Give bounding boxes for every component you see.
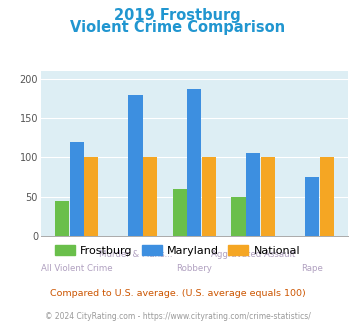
Bar [129,95,143,236]
Text: Violent Crime Comparison: Violent Crime Comparison [70,20,285,35]
Bar [143,157,157,236]
Bar [231,197,246,236]
Text: Murder & Mans...: Murder & Mans... [99,250,172,259]
Text: Robbery: Robbery [176,264,212,273]
Text: All Violent Crime: All Violent Crime [41,264,113,273]
Bar [70,142,84,236]
Bar [261,157,275,236]
Bar [84,157,98,236]
Text: Compared to U.S. average. (U.S. average equals 100): Compared to U.S. average. (U.S. average … [50,289,305,298]
Text: Rape: Rape [301,264,323,273]
Bar [246,153,260,236]
Bar [187,89,201,236]
Text: 2019 Frostburg: 2019 Frostburg [114,8,241,23]
Bar [305,177,319,236]
Bar [55,201,69,236]
Text: Aggravated Assault: Aggravated Assault [211,250,295,259]
Bar [173,189,187,236]
Text: © 2024 CityRating.com - https://www.cityrating.com/crime-statistics/: © 2024 CityRating.com - https://www.city… [45,312,310,321]
Bar [320,157,334,236]
Bar [202,157,216,236]
Legend: Frostburg, Maryland, National: Frostburg, Maryland, National [50,241,305,260]
